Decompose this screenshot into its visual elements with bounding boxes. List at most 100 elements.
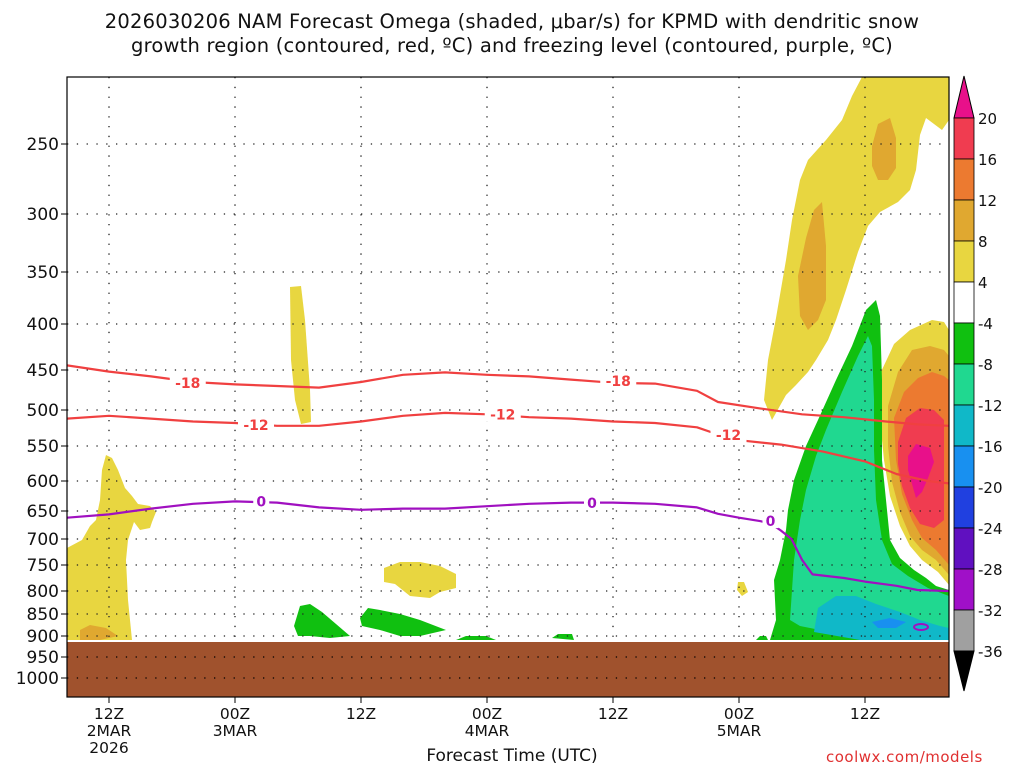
contour-label-bg-0-2 [762, 513, 779, 529]
pressure-gridlines [67, 77, 949, 697]
colorbar-band--4-4 [953, 281, 975, 324]
contour-label-0-2: 0 [766, 514, 776, 530]
contour-label-bg--12-2 [710, 427, 747, 443]
y-tick-label-800: 800 [27, 582, 59, 602]
chart-title-line1: 2026030206 NAM Forecast Omega (shaded, μ… [104, 10, 920, 33]
colorbar-label-12: 12 [978, 192, 997, 210]
source-footer: coolwx.com/models [826, 748, 983, 766]
y-tick-label-900: 900 [27, 627, 59, 647]
omega-ascent-patch-mid [384, 562, 456, 598]
omega-ascent-core-2 [872, 118, 896, 180]
contour-label--12-2: -12 [716, 428, 741, 444]
y-tick-label-950: 950 [27, 648, 59, 668]
contour-line--18 [67, 364, 949, 427]
omega-ascent-patch-left [67, 455, 156, 640]
x-tick-label-4-0: 12Z [598, 705, 628, 723]
ground-gridlines [67, 656, 949, 679]
y-tick-label-350: 350 [27, 263, 59, 283]
omega-descent-patch-4 [552, 634, 574, 640]
omega-ascent-patch-small [737, 582, 748, 596]
omega-ascent-max [872, 618, 906, 628]
colorbar-band-16-20 [953, 117, 975, 160]
colorbar-band--16--12 [953, 404, 975, 447]
x-tick-label-1-1: 3MAR [213, 722, 258, 740]
colorbar-band-4-8 [953, 240, 975, 283]
y-tick-label-500: 500 [27, 401, 59, 421]
colorbar-label-16: 16 [978, 151, 997, 169]
omega-ascent-band-mid [790, 336, 949, 640]
y-tick-label-250: 250 [27, 135, 59, 155]
colorbar-label--20: -20 [978, 479, 1003, 497]
ground-below-surface [67, 642, 949, 697]
colorbar-label--8: -8 [978, 356, 993, 374]
contour-label-bg--12-0 [238, 417, 274, 433]
x-tick-label-3-1: 4MAR [465, 722, 510, 740]
omega-descent-patch-3 [456, 636, 496, 640]
contour-label--18-1: -18 [606, 374, 631, 390]
x-tick-label-3-0: 00Z [472, 705, 502, 723]
y-tick-label-400: 400 [27, 315, 59, 335]
x-tick-label-0-2: 2026 [89, 739, 128, 757]
pressure-axis: 2503003504004505005506006507007508008509… [16, 135, 67, 689]
colorbar-band--24--20 [953, 486, 975, 529]
colorbar-bottom-arrow [953, 650, 975, 692]
omega-descent-patch-5 [756, 636, 768, 640]
x-tick-label-5-1: 5MAR [717, 722, 762, 740]
colorbar-label-20: 20 [978, 110, 997, 128]
contour-label-0-0: 0 [256, 494, 266, 510]
temperature-contours: -18 -18 -12 -12 -12 0 0 0 [67, 364, 949, 593]
contour-label-bg-0-0 [253, 493, 270, 509]
omega-ascent-core-1 [798, 202, 826, 330]
y-tick-label-1000: 1000 [16, 669, 59, 689]
x-tick-label-5-0: 00Z [724, 705, 754, 723]
omega-descent-patch-1 [294, 604, 350, 638]
colorbar-top-arrow [953, 75, 975, 119]
colorbar-label-8: 8 [978, 233, 988, 251]
omega-descent-patch-2 [360, 608, 446, 636]
colorbar-band-12-16 [953, 158, 975, 201]
y-tick-label-550: 550 [27, 437, 59, 457]
y-tick-label-650: 650 [27, 502, 59, 522]
colorbar-band-8-12 [953, 199, 975, 242]
contour-line--12 [67, 411, 949, 485]
contour-label--12-1: -12 [490, 407, 515, 423]
plot-frame [66, 76, 950, 698]
colorbar-label--36: -36 [978, 643, 1003, 661]
chart-title-line2: growth region (contoured, red, ºC) and f… [131, 34, 893, 57]
omega-descent-max [908, 444, 934, 498]
x-tick-label-6-0: 12Z [850, 705, 880, 723]
colorbar-label-4: 4 [978, 274, 988, 292]
y-tick-label-300: 300 [27, 205, 59, 225]
y-tick-label-850: 850 [27, 605, 59, 625]
colorbar-band--32--28 [953, 568, 975, 611]
y-tick-label-600: 600 [27, 472, 59, 492]
colorbar-band--20--16 [953, 445, 975, 488]
y-tick-label-450: 450 [27, 361, 59, 381]
colorbar-label--32: -32 [978, 602, 1003, 620]
colorbar-band--36--32 [953, 609, 975, 652]
contour-label--12-0: -12 [243, 418, 268, 434]
contour-label-0-1: 0 [587, 496, 597, 512]
contour-label-bg-0-1 [584, 495, 600, 511]
omega-colorbar: 20 16 12 8 4 -4 -8 -12 -16 -20 -24 -28 -32 -36 [953, 75, 1003, 692]
x-axis-label: Forecast Time (UTC) [426, 746, 598, 766]
colorbar-label--28: -28 [978, 561, 1003, 579]
colorbar-label--24: -24 [978, 520, 1003, 538]
omega-ascent-upper-band [764, 77, 949, 420]
omega-ascent-spot [913, 623, 929, 631]
x-tick-label-0-1: 2MAR [87, 722, 132, 740]
colorbar-label--12: -12 [978, 397, 1003, 415]
colorbar-band--28--24 [953, 527, 975, 570]
omega-shading-layer [67, 77, 949, 640]
colorbar-band--8--4 [953, 322, 975, 365]
x-tick-label-2-0: 12Z [346, 705, 376, 723]
contour-label--18-0: -18 [175, 376, 200, 392]
x-tick-label-1-0: 00Z [220, 705, 250, 723]
colorbar-band--12--8 [953, 363, 975, 406]
contour-label-bg--12-1 [484, 406, 521, 422]
contour-label-bg--18-0 [169, 374, 206, 390]
colorbar-label--16: -16 [978, 438, 1003, 456]
colorbar-label--4: -4 [978, 315, 993, 333]
